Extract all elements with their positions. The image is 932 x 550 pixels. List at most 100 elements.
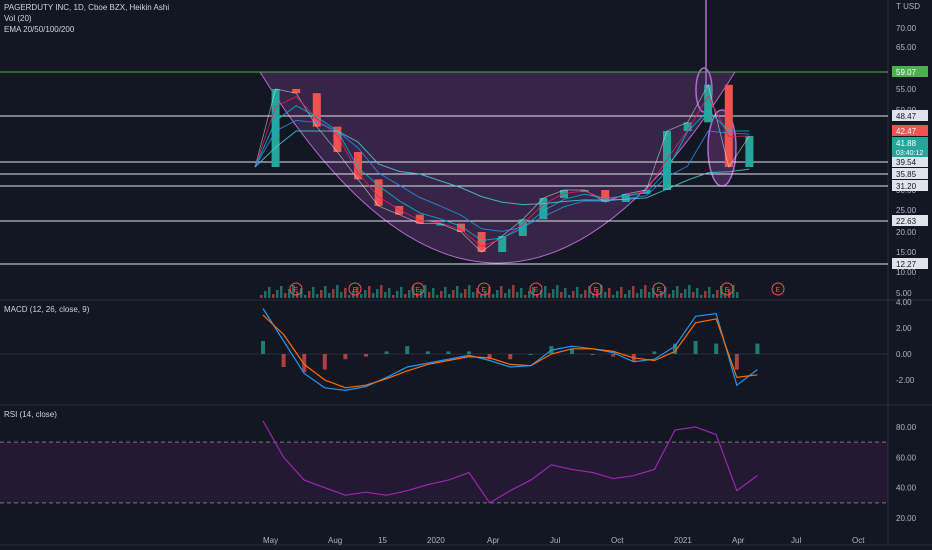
earnings-marker	[348, 282, 362, 296]
volume-bar	[604, 292, 607, 298]
volume-bar	[340, 292, 343, 298]
rsi-line	[262, 420, 758, 504]
volume-bar	[268, 287, 271, 298]
ema-line	[254, 95, 750, 248]
level-badge	[892, 66, 928, 77]
price-tick-label: 55.00	[896, 85, 917, 94]
rsi-tick-label: 60.00	[896, 453, 917, 462]
macd-histogram-bar	[693, 341, 698, 354]
volume-bar	[432, 288, 435, 298]
volume-bar	[552, 289, 555, 298]
price-candle	[436, 223, 445, 226]
volume-bar	[548, 293, 551, 298]
volume-bar	[304, 295, 307, 298]
price-candle	[539, 198, 548, 220]
volume-bar	[392, 295, 395, 298]
price-line	[254, 83, 750, 253]
volume-bar	[428, 292, 431, 298]
volume-bar	[508, 289, 511, 298]
macd-histogram-bar	[343, 354, 348, 360]
volume-bar	[684, 289, 687, 298]
macd-histogram-bar	[508, 354, 513, 360]
volume-bar	[560, 292, 563, 298]
volume-bar	[404, 294, 407, 298]
chart-legend: PAGERDUTY INC, 1D, Cboe BZX, Heikin Ashi…	[4, 2, 169, 35]
level-badge-label: 59.07	[896, 68, 917, 77]
macd-histogram-bar	[487, 354, 492, 360]
volume-bar	[500, 286, 503, 298]
macd-line	[262, 308, 758, 392]
volume-bar	[348, 295, 351, 298]
macd-histogram-bar	[570, 348, 574, 354]
volume-bar	[452, 290, 455, 298]
volume-bar	[408, 290, 411, 298]
time-tick-label: Aug	[328, 536, 342, 545]
price-candle	[395, 206, 404, 215]
volume-bar	[592, 293, 595, 298]
earnings-marker	[720, 282, 734, 296]
volume-bar	[584, 290, 587, 298]
price-candle	[663, 131, 671, 190]
volume-bar	[376, 289, 379, 298]
level-badge-label: 12.27	[896, 260, 917, 269]
earnings-label: E	[353, 287, 358, 294]
price-candle	[724, 84, 733, 168]
level-badge-label: 35.85	[896, 170, 917, 179]
volume-bar	[272, 294, 275, 298]
macd-histogram-bar	[261, 341, 265, 354]
macd-title: MACD (12, 26, close, 9)	[4, 305, 90, 314]
volume-bar	[476, 288, 479, 298]
price-tick-label: 25.00	[896, 206, 917, 215]
price-candle	[601, 190, 610, 202]
volume-bar	[616, 291, 619, 298]
macd-histogram-bar	[405, 346, 410, 354]
volume-bar	[444, 287, 447, 298]
volume-bar	[400, 287, 403, 298]
earnings-label: E	[776, 287, 781, 294]
volume-bar	[276, 290, 279, 298]
volume-bar	[284, 293, 287, 298]
earnings-marker	[529, 282, 543, 296]
volume-bar	[716, 290, 719, 298]
level-badge	[892, 215, 928, 226]
time-tick-label: Apr	[732, 536, 745, 545]
volume-bar	[300, 288, 303, 298]
macd-histogram-bar	[734, 354, 739, 370]
earnings-marker	[411, 282, 425, 296]
macd-histogram-bar	[467, 351, 471, 354]
volume-bar	[520, 288, 523, 298]
volume-bar	[288, 289, 291, 298]
volume-bar	[316, 294, 319, 298]
volume-bar	[608, 288, 611, 298]
volume-bar	[436, 295, 439, 298]
volume-bar	[464, 289, 467, 298]
time-tick-label: Apr	[487, 536, 500, 545]
volume-bar	[728, 289, 731, 298]
macd-histogram-bar	[652, 351, 657, 354]
macd-histogram-bar	[611, 354, 616, 357]
volume-bar	[612, 295, 615, 298]
macd-histogram-bar	[302, 354, 307, 373]
scale-mode-glyph[interactable]: T	[896, 2, 901, 11]
volume-bar	[528, 291, 531, 298]
price-candle	[498, 236, 507, 252]
price-candle	[621, 194, 630, 202]
earnings-label: E	[725, 287, 730, 294]
price-tick-label: 5.00	[896, 289, 912, 298]
volume-bar	[416, 293, 419, 298]
volume-bar	[672, 290, 675, 298]
currency-label[interactable]: T USD	[896, 2, 920, 11]
macd-tick-label: 2.00	[896, 324, 912, 333]
volume-bar	[624, 294, 627, 298]
macd-histogram-bar	[673, 343, 677, 354]
time-tick-label: Jul	[791, 536, 801, 545]
volume-bar	[712, 294, 715, 298]
earnings-marker	[652, 282, 666, 296]
volume-bar	[336, 285, 339, 298]
volume-bar	[312, 287, 315, 298]
volume-bar	[372, 293, 375, 298]
volume-bar	[328, 293, 331, 298]
price-candle	[333, 126, 342, 152]
time-tick-label: 15	[378, 536, 387, 545]
